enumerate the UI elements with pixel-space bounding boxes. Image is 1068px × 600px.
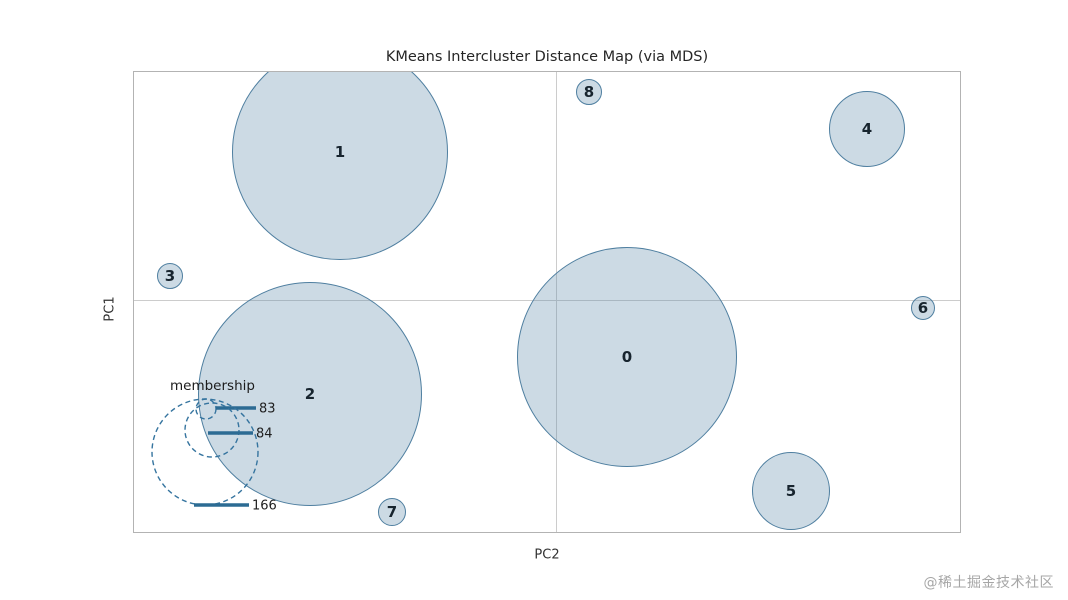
membership-value-label-166: 166 (252, 499, 277, 514)
cluster-bubble-4: 4 (829, 91, 905, 167)
cluster-bubble-8: 8 (576, 79, 602, 105)
cluster-label-5: 5 (785, 482, 797, 500)
cluster-label-8: 8 (583, 83, 595, 101)
cluster-label-2: 2 (304, 385, 316, 403)
cluster-label-6: 6 (917, 299, 929, 317)
cluster-bubble-0: 0 (517, 247, 737, 467)
cluster-label-0: 0 (621, 348, 633, 366)
cluster-bubble-5: 5 (752, 452, 830, 530)
cluster-label-4: 4 (861, 120, 873, 138)
chart-title: KMeans Intercluster Distance Map (via MD… (385, 49, 709, 65)
cluster-label-3: 3 (164, 267, 176, 285)
cluster-label-7: 7 (386, 503, 398, 521)
cluster-bubble-1: 1 (232, 72, 448, 260)
y-axis-label: PC1 (102, 296, 118, 322)
cluster-bubble-3: 3 (157, 263, 183, 289)
watermark: @稀土掘金技术社区 (923, 575, 1054, 591)
cluster-label-1: 1 (334, 143, 346, 161)
cluster-bubble-7: 7 (378, 498, 406, 526)
cluster-bubble-6: 6 (911, 296, 935, 320)
cluster-bubble-2: 2 (198, 282, 422, 506)
x-axis-label: PC2 (534, 547, 560, 563)
membership-legend-title: membership (170, 378, 255, 394)
